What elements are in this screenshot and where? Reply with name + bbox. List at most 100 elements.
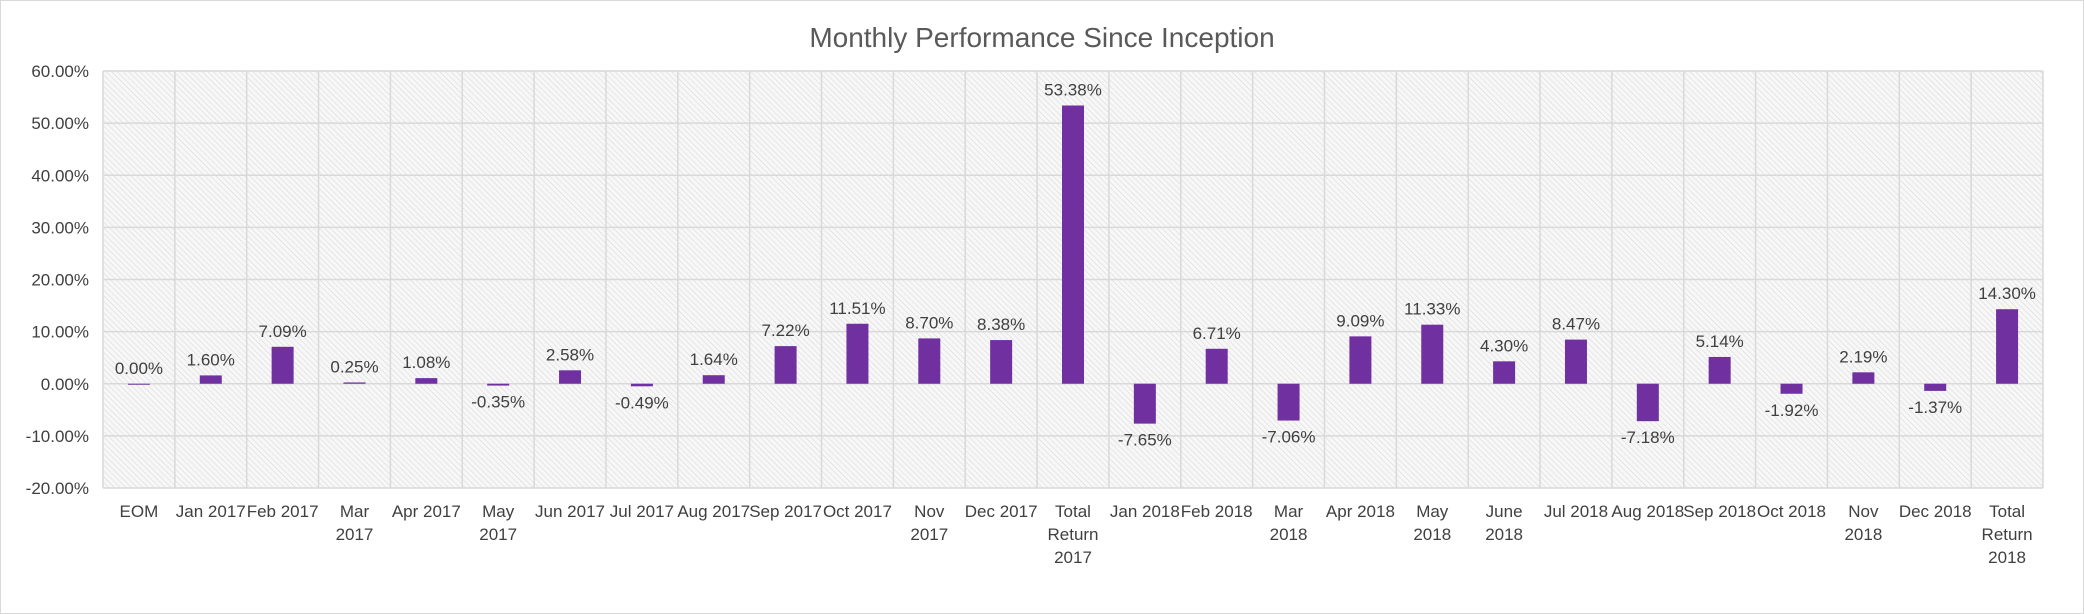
x-category-label: Apr 2018 <box>1326 502 1395 521</box>
bar <box>1349 336 1372 384</box>
x-category-label-line: Oct 2017 <box>823 502 892 521</box>
x-category-label-line: 2017 <box>1054 548 1092 567</box>
data-label: 6.71% <box>1193 324 1241 343</box>
x-category-label-line: Total <box>1989 502 2025 521</box>
data-labels: 0.00% 1.60% 7.09% 0.25% 1.08% -0.35% 2.58% -0.4… <box>115 81 2036 450</box>
bar <box>1421 324 1444 384</box>
y-tick-label: 0.00% <box>41 375 89 394</box>
x-category-label-line: Apr 2018 <box>1326 502 1395 521</box>
x-category-label: Total Return 2017 <box>1047 502 1098 567</box>
x-category-label-line: Feb 2017 <box>247 502 319 521</box>
bar <box>918 338 941 384</box>
x-category-label-line: Jul 2018 <box>1544 502 1608 521</box>
data-label: 1.60% <box>187 350 235 369</box>
bar <box>559 370 582 384</box>
data-label: -7.18% <box>1621 428 1675 447</box>
x-category-label: Dec 2017 <box>965 502 1038 521</box>
data-label: -7.65% <box>1118 431 1172 450</box>
data-label: 1.64% <box>690 350 738 369</box>
x-category-label: Oct 2018 <box>1757 502 1826 521</box>
x-category-label-line: Nov <box>1848 502 1879 521</box>
x-category-label-line: 2018 <box>1988 548 2026 567</box>
data-label: 11.33% <box>1404 300 1460 319</box>
data-label: 53.38% <box>1044 81 1102 100</box>
x-category-label-line: Aug 2017 <box>677 502 750 521</box>
x-category-label-line: Sep 2018 <box>1683 502 1756 521</box>
bar <box>702 375 725 384</box>
y-axis-tick-labels: -20.00% -10.00% 0.00% 10.00% 20.00% 30.00% 40.… <box>26 62 89 498</box>
x-category-label-line: Jan 2017 <box>176 502 246 521</box>
x-category-label: Jul 2018 <box>1544 502 1608 521</box>
x-category-label-line: Oct 2018 <box>1757 502 1826 521</box>
bar <box>1636 383 1659 422</box>
x-category-label-line: Mar <box>340 502 370 521</box>
x-category-label-line: Aug 2018 <box>1611 502 1684 521</box>
data-label: 4.30% <box>1480 336 1528 355</box>
bar <box>990 340 1013 384</box>
data-label: 8.38% <box>977 315 1025 334</box>
bar <box>415 378 438 384</box>
x-category-label: EOM <box>120 502 159 521</box>
y-tick-label: 60.00% <box>31 62 89 81</box>
bar <box>199 375 222 384</box>
data-label: -1.92% <box>1765 401 1819 420</box>
bar <box>1493 361 1516 384</box>
x-category-label-line: Jan 2018 <box>1110 502 1180 521</box>
bar <box>1996 309 2019 384</box>
bar <box>1205 348 1228 384</box>
data-label: 9.09% <box>1336 311 1384 330</box>
x-category-label: Mar 2018 <box>1270 502 1308 544</box>
data-label: 8.47% <box>1552 315 1600 334</box>
x-category-label-line: Dec 2018 <box>1899 502 1972 521</box>
bar <box>846 323 869 384</box>
x-category-label-line: 2018 <box>1485 525 1523 544</box>
data-label: -7.06% <box>1262 428 1316 447</box>
x-category-label-line: 2018 <box>1844 525 1882 544</box>
bar <box>271 346 294 384</box>
x-category-label-line: Return <box>1047 525 1098 544</box>
data-label: 7.09% <box>259 322 307 341</box>
data-label: 11.51% <box>829 299 885 318</box>
x-category-label: Sep 2017 <box>749 502 822 521</box>
x-category-label: Dec 2018 <box>1899 502 1972 521</box>
data-label: 2.19% <box>1839 347 1887 366</box>
bar <box>1062 105 1084 384</box>
x-category-label-line: 2017 <box>336 525 374 544</box>
x-axis-category-labels: EOM Jan 2017 Feb 2017 Mar 2017 Apr 2017 May 201… <box>120 502 2033 567</box>
y-tick-label: -20.00% <box>26 479 89 498</box>
x-category-label-line: May <box>482 502 515 521</box>
bar <box>1852 372 1875 384</box>
x-category-label-line: Apr 2017 <box>392 502 461 521</box>
y-tick-label: 40.00% <box>31 166 89 185</box>
data-label: 1.08% <box>402 353 450 372</box>
x-category-label-line: Jul 2017 <box>610 502 674 521</box>
x-category-label: Jan 2017 <box>176 502 246 521</box>
data-label: -1.37% <box>1908 398 1962 417</box>
x-category-label: Feb 2018 <box>1181 502 1253 521</box>
data-label: -0.35% <box>471 393 525 412</box>
x-category-label: Jul 2017 <box>610 502 674 521</box>
bars <box>127 105 2019 424</box>
x-category-label: Jan 2018 <box>1110 502 1180 521</box>
y-tick-label: 20.00% <box>31 271 89 290</box>
data-label: 7.22% <box>761 321 809 340</box>
x-category-label-line: Mar <box>1274 502 1304 521</box>
y-tick-label: 10.00% <box>31 323 89 342</box>
x-category-label-line: Total <box>1055 502 1091 521</box>
x-category-label: Total Return 2018 <box>1982 502 2033 567</box>
bar <box>343 382 366 384</box>
x-category-label: Sep 2018 <box>1683 502 1756 521</box>
x-category-label-line: Nov <box>914 502 945 521</box>
bar <box>127 383 150 385</box>
x-category-label: Aug 2018 <box>1611 502 1684 521</box>
bar <box>630 383 653 387</box>
x-category-label-line: Jun 2017 <box>535 502 605 521</box>
x-category-label-line: May <box>1416 502 1449 521</box>
x-category-label: Mar 2017 <box>336 502 374 544</box>
x-category-label-line: Feb 2018 <box>1181 502 1253 521</box>
x-category-label: Nov 2017 <box>910 502 948 544</box>
x-category-label: Aug 2017 <box>677 502 750 521</box>
x-category-label-line: Dec 2017 <box>965 502 1038 521</box>
